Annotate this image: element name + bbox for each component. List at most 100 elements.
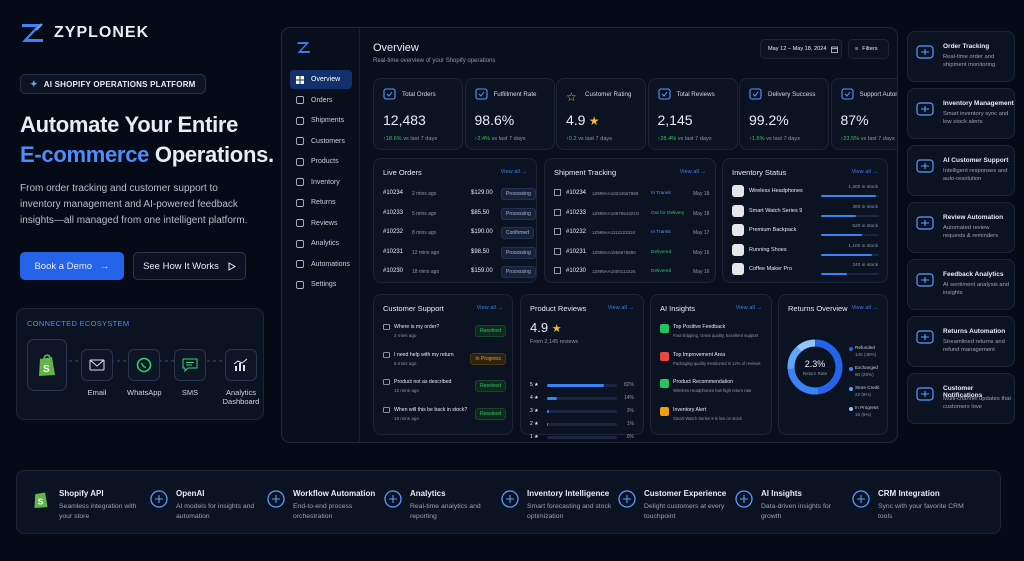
list-item[interactable]: I need help with my return 6 mins ago In P… [374,348,512,374]
rating-bar-row: 2 ★ 1% [521,419,643,431]
kpi-change: ↑2.4% vs last 7 days [475,136,526,142]
table-row[interactable]: #10231 1Z999AA1556678890 Delivered May 16 [545,243,715,263]
insight-item[interactable]: Top Improvement Area Packaging quality me… [651,348,771,374]
truck-icon [749,88,762,100]
stock-count: 1,100 in stock [848,243,878,249]
list-item[interactable]: Running Shoes 1,100 in stock [723,241,887,261]
insight-item[interactable]: Top Positive Feedback Fast shipping, Grea… [651,320,771,346]
table-row[interactable]: #10232 8 mins ago $190.00 Confirmed [374,223,536,243]
rating-pct: 3% [626,408,634,414]
feature-card-3[interactable]: Review Automation Automated review reques… [907,202,1015,253]
inventory-view-all[interactable]: View all → [851,169,878,175]
sidebar-item-shipments[interactable]: Shipments [290,111,352,130]
feature-card-5[interactable]: Returns Automation Streamlined returns an… [907,316,1015,367]
stock-count: 380 in stock [852,204,878,210]
returns-overview-panel: Returns Overview View all → 2.3% Return … [778,294,888,435]
sidebar-item-automations[interactable]: Automations [290,255,352,274]
ai-chip-icon [916,158,934,174]
sidebar-item-products[interactable]: Products [290,152,352,171]
integration-desc: AI models for insights and automation [176,503,255,520]
live-orders-view-all[interactable]: View all → [500,169,527,175]
list-item[interactable]: Premium Backpack 520 in stock [723,221,887,241]
insight-title: Top Improvement Area [673,351,726,358]
sidebar-item-reviews[interactable]: Reviews [290,214,352,233]
support-view-all[interactable]: View all → [476,305,503,311]
table-row[interactable]: #10231 12 mins ago $98.50 Processing [374,243,536,263]
product-name: Premium Backpack [749,227,797,233]
inventory-status-panel: Inventory Status View all → Wireless Hea… [722,158,888,283]
kpi-value: 87% [841,112,869,128]
feature-card-4[interactable]: Feedback Analytics AI sentiment analysis … [907,259,1015,310]
feature-title: Review Automation [943,214,1004,221]
support-time: 12 mins ago [394,388,420,393]
insight-title: Top Positive Feedback [673,324,726,330]
legend-label: Exchanged [855,365,878,370]
insight-item[interactable]: Inventory Alert Smart Watch Series 9 is l… [651,403,771,429]
ecosystem-item-whatsapp[interactable]: WhatsApp [127,349,162,397]
table-row[interactable]: #10232 1Z999AA1112223334 In Transit May 17 [545,223,715,243]
integration-title: AI Insights [761,489,802,498]
date-range-picker[interactable]: May 12 – May 18, 2024 [760,39,842,59]
chart-icon [916,272,934,288]
table-row[interactable]: #10230 18 mins ago $159.00 Processing [374,262,536,282]
kpi-value: 4.9 ★ [566,112,600,128]
kpi-card-4: Delivery Success 99.2% ↑1.6% vs last 7 day… [739,78,829,150]
list-item[interactable]: Wireless Headphones 1,200 in stock [723,182,887,202]
support-question: Where is my order? [394,324,440,330]
ecosystem-label: Analytics Dashboard [222,388,260,406]
feature-card-0[interactable]: Order Tracking Real-time order and shipme… [907,31,1015,82]
ecosystem-item-email[interactable]: Email [81,349,113,397]
list-item[interactable]: Coffee Maker Pro 240 in stock [723,260,887,280]
star-icon: ★ [585,114,600,128]
filters-button[interactable]: ≡ Filters [848,39,889,59]
feature-title: Feedback Analytics [943,271,1004,278]
table-row[interactable]: #10234 2 mins ago $129.00 Processing [374,184,536,204]
star-icon: ★ [551,323,562,335]
filters-label: Filters [862,46,878,52]
sidebar-item-settings[interactable]: Settings [290,275,352,294]
feature-card-2[interactable]: AI Customer Support Intelligent responses… [907,145,1015,196]
feature-desc: Intelligent responses and auto-resolutio… [943,168,1008,182]
table-row[interactable]: #10233 1Z999AA1087654321O Out for Delivery… [545,204,715,224]
insight-item[interactable]: Product Recommendation Wireless Headphone… [651,375,771,401]
customers-icon [296,137,304,145]
sidebar-item-analytics[interactable]: Analytics [290,234,352,253]
headline-line-1: Automate Your Entire [20,112,239,137]
sidebar-item-inventory[interactable]: Inventory [290,173,352,192]
table-row[interactable]: #10233 5 mins ago $85.50 Processing [374,204,536,224]
sidebar-item-overview[interactable]: Overview [290,70,352,89]
order-time: 5 mins ago [412,210,437,217]
integration-title: Shopify API [59,489,104,498]
list-item[interactable]: When will this be back in stock? 18 mins … [374,403,512,429]
ecosystem-item-analytics[interactable]: Analytics Dashboard [222,349,260,406]
list-item[interactable]: Product not as described 12 mins ago Resol… [374,375,512,401]
status-badge: Resolved [475,325,506,337]
settings-icon [296,280,304,289]
insights-view-all[interactable]: View all → [735,305,762,311]
insights-title: AI Insights [660,304,696,313]
table-row[interactable]: #10234 1Z999AA10234567890 In Transit May 18 [545,184,715,204]
status-badge: Processing [501,188,536,200]
returns-view-all[interactable]: View all → [851,305,878,311]
book-demo-button[interactable]: Book a Demo → [20,252,124,280]
insight-icon [660,324,669,333]
list-item[interactable]: Where is my order? 2 mins ago Resolved [374,320,512,346]
sidebar-item-orders[interactable]: Orders [290,91,352,110]
grid-icon [296,75,304,84]
sidebar-item-customers[interactable]: Customers [290,132,352,151]
shipment-view-all[interactable]: View all → [679,169,706,175]
order-amount: $129.00 [471,190,493,196]
feature-card-6[interactable]: Customer Notifications Multi-channel upda… [907,373,1015,424]
ecosystem-item-sms[interactable]: SMS [174,349,206,397]
sidebar-item-returns[interactable]: Returns [290,193,352,212]
feature-card-1[interactable]: Inventory Management Smart inventory sync… [907,88,1015,139]
ecosystem-label: SMS [181,388,199,397]
legend-item: In Progress 15 (5%) [849,405,887,425]
reviews-view-all[interactable]: View all → [607,305,634,311]
shopify-icon: S [27,339,67,391]
list-item[interactable]: Smart Watch Series 9 380 in stock [723,202,887,222]
integrations-bar: S Shopify API Seamless integration with yo… [16,470,1001,534]
live-orders-title: Live Orders [383,168,422,177]
see-how-it-works-button[interactable]: See How It Works [133,252,246,280]
table-row[interactable]: #10230 1Z999AA1000112226 Delivered May 16 [545,262,715,282]
